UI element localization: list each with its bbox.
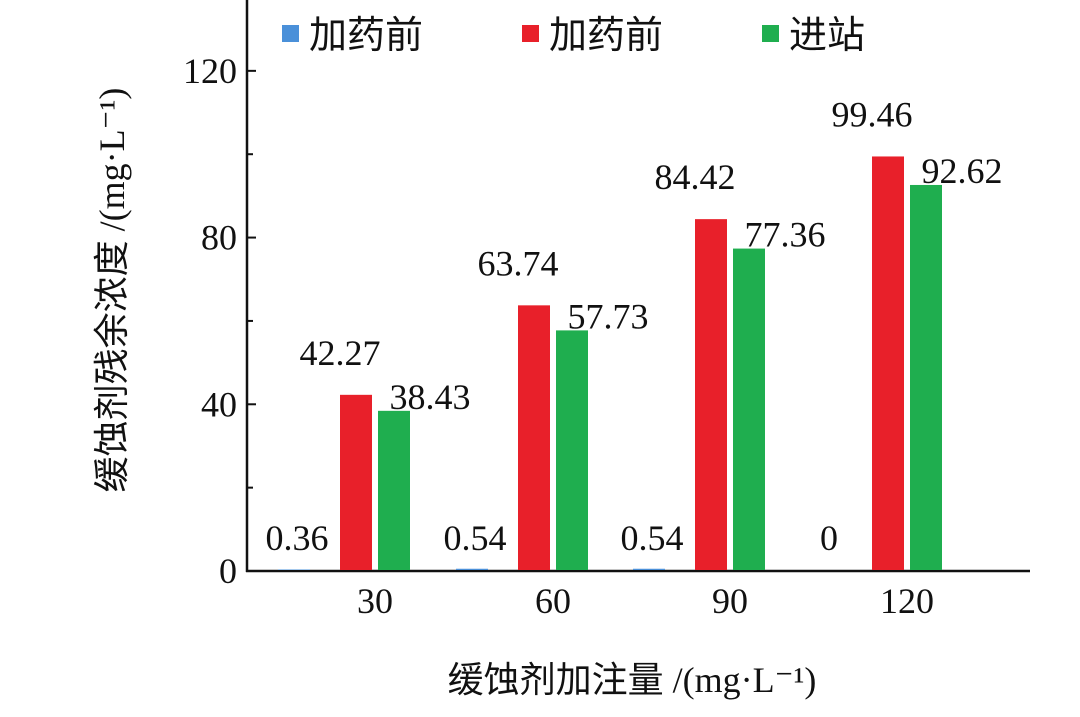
data-label: 38.43 — [390, 377, 471, 417]
data-label: 63.74 — [478, 243, 559, 283]
bars — [278, 156, 942, 571]
bar-1 — [456, 568, 488, 570]
y-tick-label: 0 — [219, 551, 237, 591]
bar-1 — [633, 568, 665, 570]
axes: 0 40 80 120 30 60 90 120 — [183, 0, 1030, 621]
y-axis-title: 缓蚀剂残余浓度 /(mg·L⁻¹) — [92, 88, 132, 493]
bar-3 — [378, 410, 410, 570]
bar-2 — [518, 305, 550, 570]
bar-3 — [556, 330, 588, 570]
legend: 加药前 加药前 进站 — [282, 15, 865, 57]
data-label: 99.46 — [832, 94, 913, 134]
legend-swatch — [762, 25, 779, 42]
data-label: 0.54 — [621, 518, 684, 558]
data-label: 77.36 — [745, 215, 826, 255]
x-tick-label: 30 — [357, 581, 393, 621]
data-label: 0 — [820, 518, 838, 558]
bar-3 — [733, 248, 765, 570]
data-label: 57.73 — [568, 296, 649, 336]
legend-swatch — [522, 25, 539, 42]
bar-2 — [340, 394, 372, 570]
x-axis-title: 缓蚀剂加注量 /(mg·L⁻¹) — [448, 660, 817, 700]
legend-label: 加药前 — [309, 15, 423, 57]
bar-2 — [695, 219, 727, 571]
data-label: 0.54 — [444, 518, 507, 558]
y-tick-label: 120 — [183, 51, 237, 91]
legend-label: 进站 — [789, 15, 865, 57]
x-tick-label: 90 — [712, 581, 748, 621]
data-label: 92.62 — [922, 151, 1003, 191]
bar-2 — [872, 156, 904, 570]
data-label: 0.36 — [266, 518, 329, 558]
x-tick-label: 120 — [880, 581, 934, 621]
bar-3 — [910, 184, 942, 571]
y-tick-label: 40 — [201, 384, 237, 424]
bar-1 — [278, 569, 310, 570]
y-tick-label: 80 — [201, 218, 237, 258]
x-tick-label: 60 — [535, 581, 571, 621]
legend-label: 加药前 — [549, 15, 663, 57]
legend-swatch — [282, 25, 299, 42]
data-label: 42.27 — [300, 333, 381, 373]
data-label: 84.42 — [655, 157, 736, 197]
